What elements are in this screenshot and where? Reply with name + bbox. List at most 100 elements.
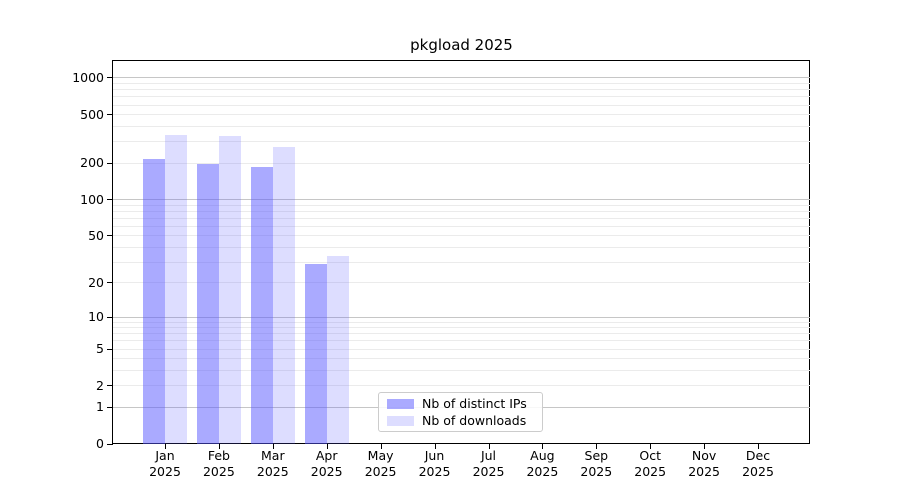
xtick-mark-aug	[542, 444, 544, 449]
ytick-mark-20	[107, 282, 113, 284]
gridline-minor-40	[113, 246, 810, 248]
xtick-label-jul: Jul 2025	[459, 448, 519, 479]
legend-label-distinct-ips: Nb of distinct IPs	[422, 396, 527, 411]
xtick-year-jul: 2025	[472, 463, 505, 479]
xtick-label-jan: Jan 2025	[135, 448, 195, 479]
legend-entry-distinct-ips: Nb of distinct IPs	[379, 396, 542, 411]
xtick-year-may: 2025	[364, 463, 397, 479]
ytick-mark-1	[107, 406, 113, 408]
gridline-minor-70	[113, 217, 810, 219]
gridline-minor-30	[113, 261, 810, 263]
xtick-label-may: May 2025	[351, 448, 411, 479]
plot-area: Nb of distinct IPs Nb of downloads	[113, 61, 810, 444]
ytick-mark-0	[107, 443, 113, 445]
xtick-year-aug: 2025	[526, 463, 559, 479]
gridline-minor-50	[113, 235, 810, 237]
xtick-year-dec: 2025	[742, 463, 774, 479]
xtick-label-oct: Oct 2025	[620, 448, 680, 479]
gridline-minor-200	[113, 162, 810, 164]
plot-border	[112, 60, 810, 444]
ytick-label-0: 0	[96, 436, 104, 451]
xtick-month-aug: Aug	[530, 448, 555, 463]
ytick-mark-50	[107, 235, 113, 237]
gridline-minor-9	[113, 321, 810, 323]
gridline-major-10	[113, 316, 810, 318]
xtick-year-apr: 2025	[310, 463, 343, 479]
xtick-mark-sep	[596, 444, 598, 449]
xtick-label-sep: Sep 2025	[566, 448, 626, 479]
xtick-year-nov: 2025	[688, 463, 720, 479]
ytick-label-10: 10	[88, 309, 104, 324]
xtick-label-jun: Jun 2025	[405, 448, 465, 479]
xtick-year-jan: 2025	[149, 463, 181, 479]
ytick-mark-200	[107, 162, 113, 164]
legend-entry-downloads: Nb of downloads	[379, 413, 542, 428]
bar-mar-downloads	[272, 147, 295, 444]
xtick-month-jan: Jan	[155, 448, 175, 463]
bar-apr-downloads	[326, 255, 349, 444]
xtick-year-oct: 2025	[634, 463, 667, 479]
ytick-mark-500	[107, 114, 113, 116]
xtick-mark-jan	[165, 444, 166, 449]
xtick-label-nov: Nov 2025	[674, 448, 734, 479]
xtick-month-sep: Sep	[584, 448, 609, 463]
ytick-label-1000: 1000	[72, 69, 104, 85]
bar-mar-distinct-ips	[250, 167, 273, 444]
xtick-year-mar: 2025	[256, 463, 289, 479]
xtick-month-nov: Nov	[691, 448, 717, 463]
xtick-mark-nov	[704, 444, 706, 449]
ytick-label-500: 500	[80, 106, 104, 122]
xtick-mark-dec	[758, 444, 759, 449]
ytick-label-2: 2	[96, 377, 104, 393]
gridline-minor-400	[113, 125, 810, 127]
bar-feb-distinct-ips	[196, 164, 219, 444]
gridline-minor-900	[113, 83, 810, 84]
xtick-month-jul: Jul	[480, 448, 497, 463]
xtick-year-jun: 2025	[418, 463, 451, 479]
bar-feb-downloads	[218, 135, 241, 444]
xtick-label-feb: Feb 2025	[189, 448, 249, 479]
gridline-minor-700	[113, 96, 810, 98]
xtick-mark-may	[380, 444, 382, 449]
xtick-month-mar: Mar	[261, 448, 285, 463]
gridline-major-100	[113, 199, 810, 200]
gridline-minor-300	[113, 141, 810, 143]
xtick-month-feb: Feb	[207, 448, 230, 463]
gridline-minor-2	[113, 385, 810, 387]
xtick-mark-feb	[218, 444, 220, 449]
legend: Nb of distinct IPs Nb of downloads	[378, 392, 543, 432]
gridline-minor-3	[113, 370, 810, 371]
legend-swatch-distinct-ips	[387, 398, 414, 409]
gridline-minor-20	[113, 282, 810, 284]
xtick-label-mar: Mar 2025	[243, 448, 303, 479]
gridline-minor-600	[113, 104, 810, 106]
gridline-minor-800	[113, 89, 810, 91]
ytick-label-20: 20	[88, 274, 104, 290]
gridline-minor-4	[113, 358, 810, 360]
gridline-minor-500	[113, 114, 810, 116]
gridline-minor-80	[113, 210, 810, 212]
xtick-month-may: May	[367, 448, 394, 463]
gridline-major-1000	[113, 77, 810, 79]
ytick-mark-2	[107, 385, 113, 387]
ytick-label-5: 5	[96, 341, 104, 357]
gridline-minor-7	[113, 333, 810, 335]
ytick-mark-5	[107, 348, 113, 350]
bar-jan-distinct-ips	[143, 159, 165, 444]
ytick-label-1: 1	[96, 399, 104, 415]
gridline-minor-5	[113, 348, 810, 350]
chart-title: pkgload 2025	[410, 36, 513, 54]
xtick-mark-mar	[272, 444, 274, 449]
xtick-mark-jul	[488, 444, 490, 449]
ytick-mark-100	[107, 199, 113, 200]
ytick-label-200: 200	[80, 155, 104, 170]
gridline-minor-6	[113, 340, 810, 342]
gridline-minor-90	[113, 204, 810, 206]
xtick-month-apr: Apr	[315, 448, 338, 463]
xtick-label-aug: Aug 2025	[512, 448, 572, 479]
xtick-mark-oct	[650, 444, 652, 449]
xtick-mark-jun	[434, 444, 436, 449]
xtick-year-sep: 2025	[580, 463, 613, 479]
xtick-label-apr: Apr 2025	[297, 448, 357, 479]
